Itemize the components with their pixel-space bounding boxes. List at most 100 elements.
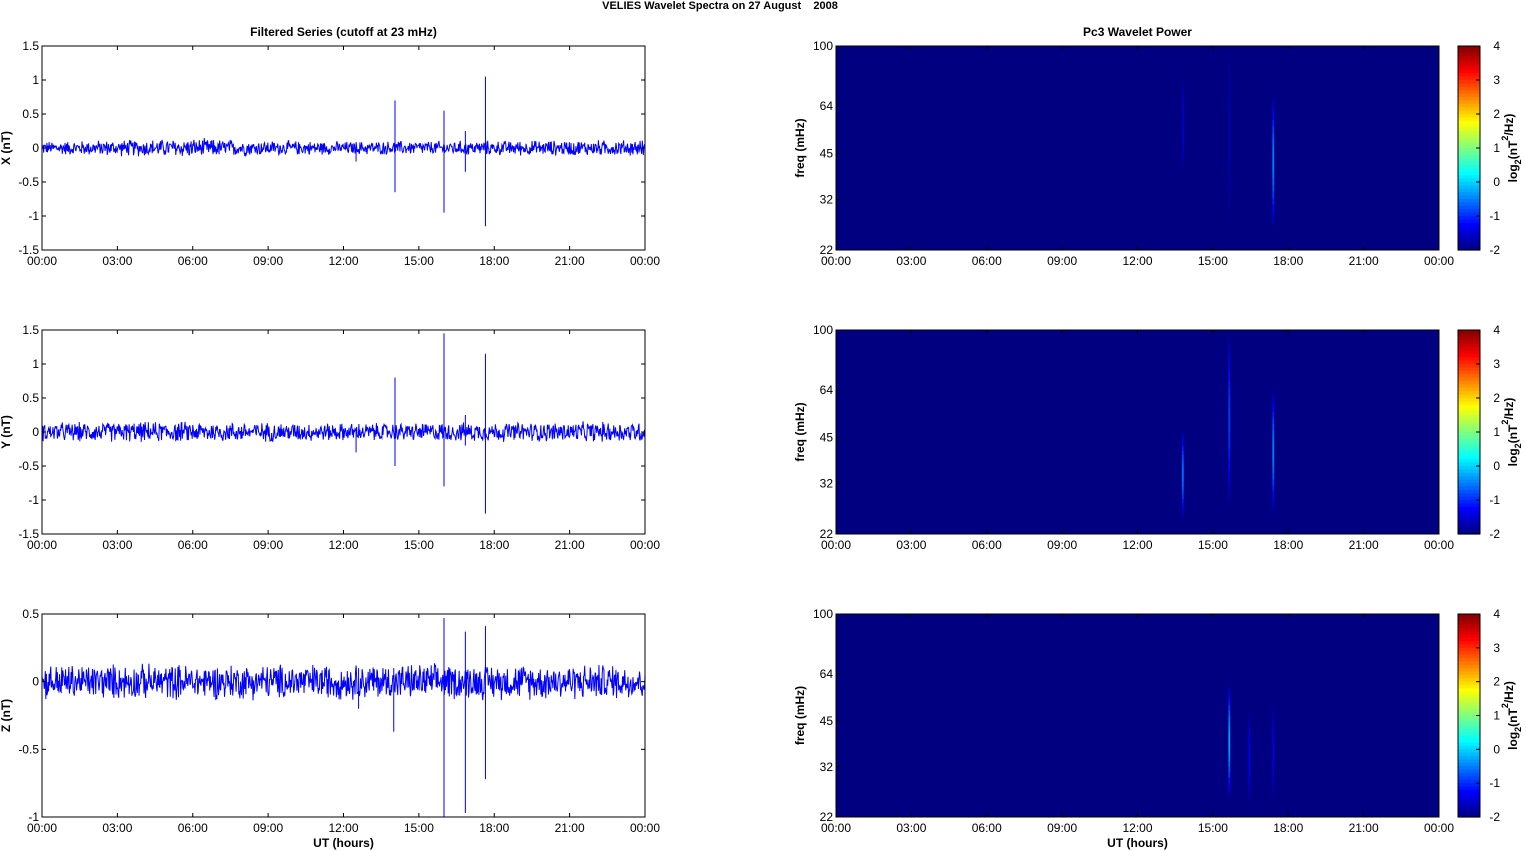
colorbar-swatch [1458, 769, 1480, 774]
y-tick-label: 0 [32, 141, 39, 155]
colorbar-tick-label: 1 [1493, 141, 1500, 155]
power-streak-segment [1272, 807, 1275, 813]
colorbar-swatch [1458, 527, 1480, 532]
colorbar-swatch [1458, 647, 1480, 652]
panel-title: Filtered Series (cutoff at 23 mHz) [250, 25, 437, 39]
colorbar-swatch [1458, 330, 1480, 334]
power-streak-segment [1181, 433, 1184, 438]
power-streak-segment [1228, 483, 1231, 492]
colorbar-tick-label: 4 [1493, 323, 1500, 337]
colorbar-swatch [1458, 803, 1480, 808]
colorbar-swatch [1458, 691, 1480, 696]
power-streak-segment [1181, 127, 1184, 133]
colorbar-swatch [1458, 182, 1480, 186]
power-streak-segment [1181, 520, 1184, 526]
power-streak-segment [1272, 436, 1275, 444]
power-streak-segment [1228, 732, 1231, 739]
colorbar-swatch [1458, 634, 1480, 639]
y-tick-label: 100 [813, 39, 833, 53]
timeseries-panel-x: 1.5 1 0.5 0 -0.5 -1 -1.5 X (nT) 00:00 03:00 06:00 0… [0, 25, 660, 268]
colorbar-swatch [1458, 779, 1480, 784]
colorbar-swatch [1458, 343, 1480, 348]
colorbar-swatch [1458, 381, 1480, 385]
colorbar-tick-label: 0 [1493, 742, 1500, 756]
power-streak-segment [1272, 224, 1275, 231]
colorbar-tick-label: 3 [1493, 641, 1500, 655]
x-tick-label: 03:00 [896, 821, 926, 835]
y-tick-label: -0.5 [18, 459, 39, 473]
colorbar-swatch [1458, 46, 1480, 50]
colorbar-swatch [1458, 428, 1480, 433]
colorbar-swatch [1458, 246, 1480, 251]
colorbar-swatch [1458, 520, 1480, 525]
colorbar-swatch [1458, 442, 1480, 447]
power-streak-segment [1272, 485, 1275, 492]
colorbar-swatch [1458, 333, 1480, 338]
colorbar-swatch [1458, 219, 1480, 224]
colorbar-swatch [1458, 701, 1480, 706]
colorbar-swatch [1458, 500, 1480, 504]
colorbar-label: log2(nT2/Hz) [1500, 398, 1523, 467]
power-streak-segment [1181, 472, 1184, 478]
colorbar-swatch [1458, 644, 1480, 649]
power-streak-segment [1272, 120, 1275, 127]
power-streak-segment [1228, 699, 1231, 706]
colorbar-swatch [1458, 226, 1480, 231]
timeseries-panel-z: 0.5 0 -0.5 -1 Z (nT) 00:00 03:00 06:00 09:00 12:0… [0, 607, 660, 850]
power-streak-segment [1181, 459, 1184, 465]
colorbar-swatch [1458, 637, 1480, 642]
power-streak-segment [1228, 738, 1231, 745]
power-streak-segment [1248, 812, 1251, 818]
colorbar-swatch [1458, 364, 1480, 368]
x-tick-label: 00:00 [27, 254, 57, 268]
colorbar-label: log2(nT2/Hz) [1500, 114, 1523, 183]
x-tick-label: 15:00 [1198, 254, 1228, 268]
x-tick-label: 09:00 [253, 538, 283, 552]
colorbar-swatch [1458, 347, 1480, 351]
power-streak-segment [1248, 760, 1251, 766]
colorbar-swatch [1458, 493, 1480, 498]
power-streak-segment [1228, 766, 1231, 773]
power-streak-segment [1228, 122, 1231, 132]
colorbar-swatch [1458, 384, 1480, 389]
x-tick-label: 06:00 [178, 254, 208, 268]
colorbar-swatch [1458, 350, 1480, 355]
power-streak-segment [1272, 430, 1275, 437]
colorbar-label-part: /Hz) [1502, 681, 1516, 703]
power-streak-segment [1181, 113, 1184, 119]
colorbar-label-part: /Hz) [1502, 398, 1516, 420]
figure-title: VELIES Wavelet Spectra on 27 August 2008 [602, 0, 838, 12]
power-streak-segment [1181, 76, 1184, 82]
x-tick-label: 00:00 [1424, 821, 1454, 835]
colorbar-swatch [1458, 243, 1480, 248]
y-tick-label: -1 [28, 493, 39, 507]
colorbar-label: log2(nT2/Hz) [1500, 681, 1523, 750]
colorbar-swatch [1458, 148, 1480, 152]
colorbar-swatch [1458, 438, 1480, 443]
colorbar-swatch [1458, 408, 1480, 413]
colorbar-swatch [1458, 752, 1480, 757]
colorbar-swatch [1458, 469, 1480, 474]
y-tick-label: 100 [813, 607, 833, 621]
colorbar-swatch [1458, 404, 1480, 409]
power-streak-segment [1272, 701, 1275, 707]
x-tick-label: 21:00 [1349, 254, 1379, 268]
y-tick-label: 22 [820, 810, 834, 824]
colorbar-swatch [1458, 154, 1480, 159]
colorbar-swatch [1458, 729, 1480, 734]
power-streak-segment [1272, 217, 1275, 225]
colorbar-swatch [1458, 695, 1480, 700]
axes-box [41, 613, 646, 818]
colorbar-label-part: 2 [1513, 443, 1523, 448]
power-streak-segment [1272, 778, 1275, 784]
power-streak-segment [1181, 117, 1184, 123]
colorbar-swatch [1458, 134, 1480, 139]
power-streak-segment [1272, 243, 1275, 251]
power-streak-segment [1248, 738, 1251, 744]
power-streak-segment [1272, 711, 1275, 717]
colorbar-swatch [1458, 783, 1480, 788]
x-tick-label: 18:00 [1273, 538, 1303, 552]
colorbar-swatch [1458, 188, 1480, 193]
colorbar-swatch [1458, 742, 1480, 747]
power-streak-segment [1228, 165, 1231, 174]
